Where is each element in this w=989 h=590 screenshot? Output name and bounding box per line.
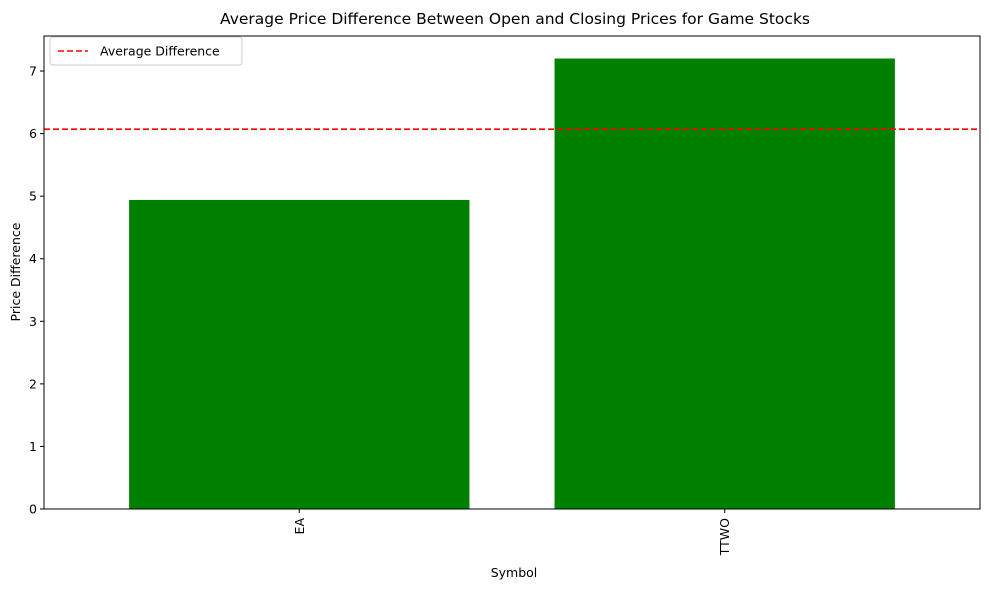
bar-ttwo	[554, 58, 895, 510]
plot-frame	[43, 35, 981, 510]
y-tick-label: 7	[29, 64, 37, 79]
y-tick-label: 5	[29, 189, 37, 204]
x-axis-ticks: EA TTWO	[292, 509, 732, 556]
y-tick-label: 1	[29, 439, 37, 454]
bar-ea	[129, 199, 470, 509]
legend: Average Difference	[49, 36, 243, 66]
chart-title: Average Price Difference Between Open an…	[220, 10, 810, 28]
legend-entry-average-difference: Average Difference	[100, 44, 220, 59]
y-tick-label: 2	[29, 376, 37, 391]
y-tick-label: 6	[29, 126, 37, 141]
bars-group	[129, 58, 895, 510]
x-tick-label: EA	[292, 518, 307, 535]
y-tick-label: 0	[29, 502, 37, 517]
legend-box	[49, 36, 243, 66]
x-tick-label: TTWO	[717, 518, 732, 556]
y-axis-ticks: 0 1 2 3 4 5 6 7	[29, 64, 44, 517]
x-axis-label: Symbol	[491, 565, 538, 580]
y-axis-label: Price Difference	[8, 222, 23, 321]
y-tick-label: 3	[29, 314, 37, 329]
y-tick-label: 4	[29, 251, 37, 266]
